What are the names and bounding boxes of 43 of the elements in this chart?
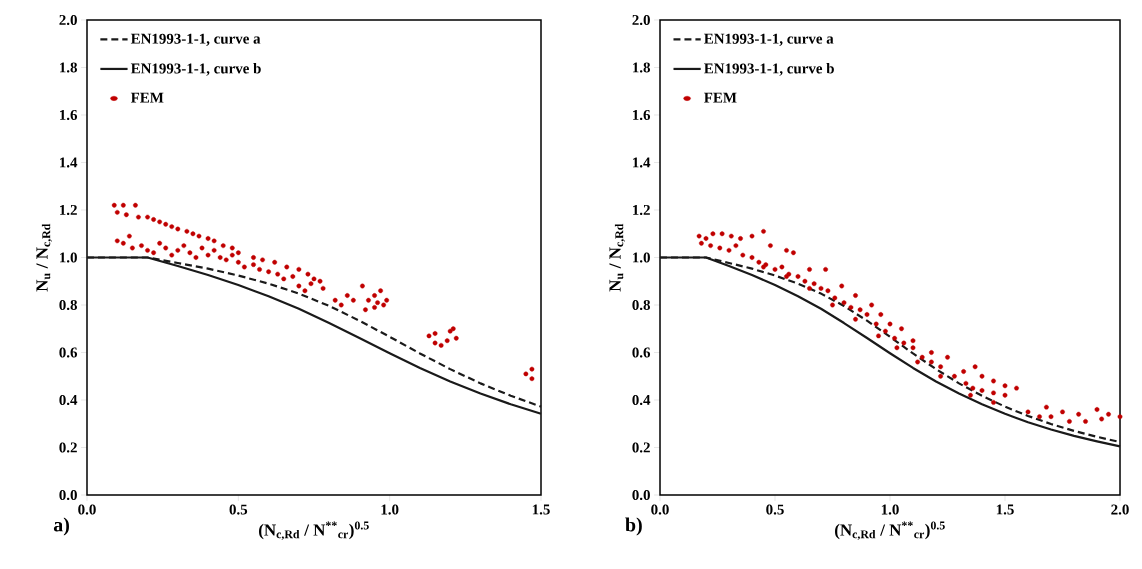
y-axis-title: N$_{u}$ / N$_{c,Rd}$ (36, 223, 52, 292)
y-tick-label: 1.8 (60, 62, 77, 73)
y-tick-label: 0.8 (632, 299, 651, 311)
legend-label: FEM (130, 92, 164, 103)
x-tick-label: 1.5 (532, 504, 550, 515)
y-tick-label: 0.2 (632, 442, 650, 453)
y-tick-label: 0.2 (59, 442, 77, 453)
y-tick-label: 1.0 (60, 252, 77, 263)
y-tick-label: 0.6 (632, 347, 651, 358)
x-tick-label: 2.0 (1111, 504, 1129, 515)
y-tick-label: 0.8 (59, 299, 77, 311)
y-tick-label: 1.0 (633, 252, 650, 263)
y-tick-label: 1.4 (633, 157, 651, 168)
y-tick-label: 0.4 (632, 394, 651, 406)
y-tick-label: 1.6 (633, 109, 651, 121)
legend-label: EN1993-1-1, curve a (130, 33, 261, 46)
y-tick-label: 0.0 (59, 489, 77, 501)
x-axis-title: (N$_{c,Rd}$ / N$^{**}$$_{cr}$)$^{0.5}$ (259, 521, 369, 541)
x-tick-label: 0.0 (78, 504, 96, 515)
y-tick-label: 1.2 (633, 204, 650, 216)
legend-label: FEM (704, 92, 737, 103)
x-tick-label: 1.0 (881, 504, 899, 515)
x-tick-label: 0.5 (229, 504, 248, 515)
y-axis-title: N$_{u}$ / N$_{c,Rd}$ (609, 223, 625, 292)
x-tick-label: 0.0 (651, 504, 669, 515)
legend-label: EN1993-1-1, curve b (704, 63, 834, 76)
y-tick-label: 0.6 (59, 347, 78, 358)
legend-label: EN1993-1-1, curve b (130, 63, 261, 76)
text: a) (53, 517, 69, 536)
x-axis-title: (N$_{c,Rd}$ / N$^{**}$$_{cr}$)$^{0.5}$ (835, 521, 945, 541)
x-tick-label: 1.5 (996, 504, 1014, 515)
y-tick-label: 2.0 (632, 14, 650, 26)
y-tick-label: 2.0 (59, 14, 77, 26)
y-tick-label: 1.2 (60, 204, 77, 216)
text: b) (625, 517, 642, 536)
y-tick-label: 0.0 (632, 489, 650, 501)
y-tick-label: 1.8 (633, 62, 651, 73)
x-tick-label: 1.0 (381, 504, 399, 515)
y-tick-label: 1.6 (60, 109, 78, 121)
legend-label: EN1993-1-1, curve a (704, 33, 834, 46)
y-tick-label: 1.4 (60, 157, 78, 168)
y-tick-label: 0.4 (59, 394, 78, 406)
x-tick-label: 0.5 (766, 504, 784, 515)
